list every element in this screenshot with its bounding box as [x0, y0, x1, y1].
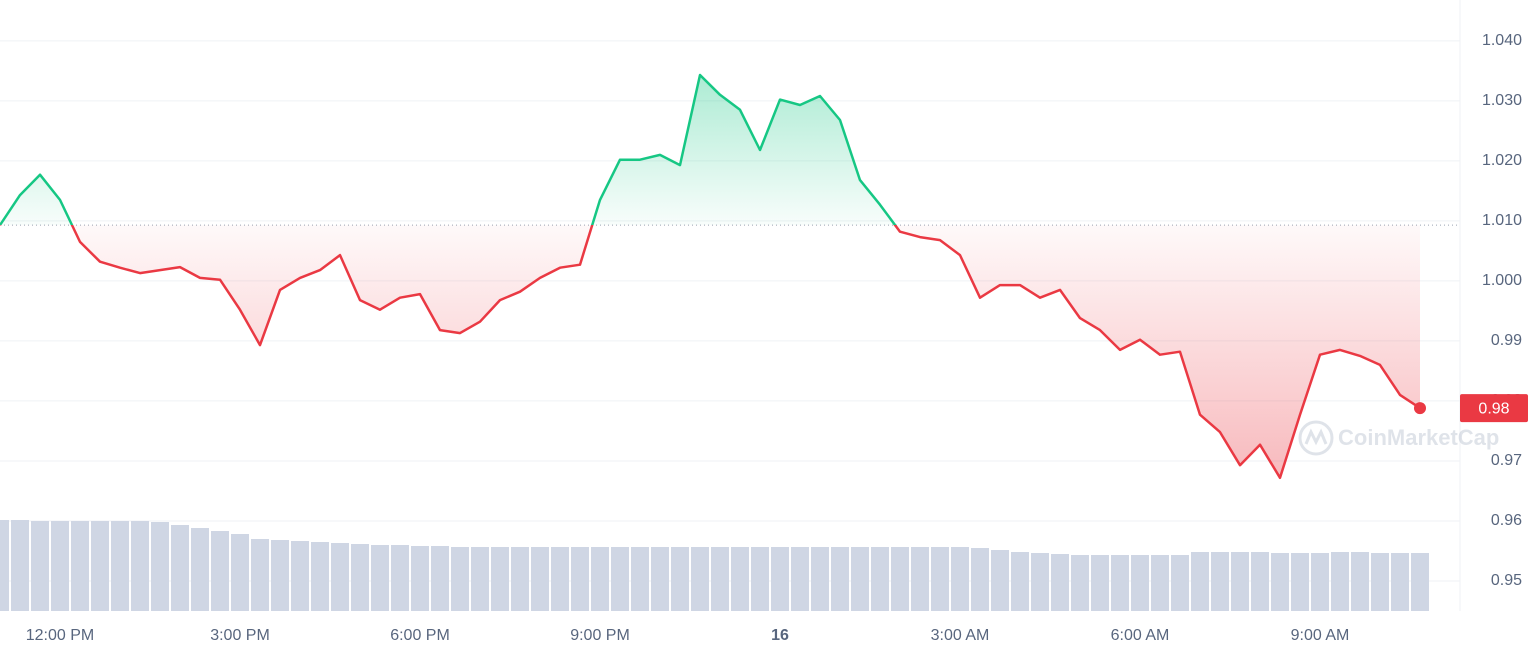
x-tick-label: 9:00 PM [570, 627, 630, 644]
volume-bar [511, 547, 529, 611]
watermark-logo-mark [1304, 428, 1328, 446]
last-price-tag [1460, 394, 1528, 423]
volume-bar [1331, 552, 1349, 611]
volume-bar [391, 545, 409, 611]
volume-bar [371, 545, 389, 611]
volume-bar [871, 547, 889, 611]
volume-bar [1111, 555, 1129, 611]
volume-bar [1171, 555, 1189, 611]
volume-bar [191, 528, 209, 611]
x-tick-label: 6:00 PM [390, 627, 450, 644]
volume-bar [471, 547, 489, 611]
volume-bar [1291, 553, 1309, 611]
volume-bar [251, 539, 269, 611]
y-tick-label: 0.96 [1491, 512, 1522, 529]
watermark: CoinMarketCap [1298, 420, 1499, 456]
volume-bar [171, 525, 189, 611]
volume-bar [0, 520, 9, 611]
volume-bar [971, 548, 989, 611]
x-tick-label: 9:00 AM [1291, 627, 1350, 644]
x-tick-label: 16 [771, 627, 789, 644]
volume-bar [731, 547, 749, 611]
volume-bar [31, 521, 49, 611]
y-tick-label: 1.040 [1482, 32, 1522, 49]
volume-bar [911, 547, 929, 611]
watermark-text: CoinMarketCap [1338, 425, 1499, 450]
volume-bar [271, 540, 289, 611]
volume-bar [591, 547, 609, 611]
volume-bar [651, 547, 669, 611]
volume-bar [891, 547, 909, 611]
volume-bar [551, 547, 569, 611]
volume-bar [791, 547, 809, 611]
y-tick-label: 0.97 [1491, 452, 1522, 469]
volume-bar [811, 547, 829, 611]
volume-bar [351, 544, 369, 611]
volume-bar [951, 547, 969, 611]
volume-bar [571, 547, 589, 611]
y-tick-label: 1.020 [1482, 152, 1522, 169]
volume-bar [751, 547, 769, 611]
volume-bar [291, 541, 309, 611]
volume-bar [91, 521, 109, 611]
price-line [0, 73, 1421, 480]
x-tick-label: 12:00 PM [26, 627, 94, 644]
volume-bar [1311, 553, 1329, 611]
volume-bar [851, 547, 869, 611]
y-tick-label: 1.030 [1482, 92, 1522, 109]
volume-bar [831, 547, 849, 611]
volume-bar [51, 521, 69, 611]
volume-bar [1351, 552, 1369, 611]
volume-bar [491, 547, 509, 611]
volume-bar [671, 547, 689, 611]
volume-bar [1071, 555, 1089, 611]
volume-bar [411, 546, 429, 611]
volume-bar [631, 547, 649, 611]
volume-bar [1211, 552, 1229, 611]
volume-bar [331, 543, 349, 611]
x-tick-label: 3:00 PM [210, 627, 270, 644]
volume-bar [111, 521, 129, 611]
y-tick-label: 1.010 [1482, 212, 1522, 229]
volume-bar [1191, 552, 1209, 611]
volume-bar [1411, 553, 1429, 611]
watermark-logo [1298, 420, 1334, 456]
volume-bar [1011, 552, 1029, 611]
volume-bar [531, 547, 549, 611]
volume-bar [131, 521, 149, 611]
last-point [1414, 402, 1426, 415]
volume-bar [711, 547, 729, 611]
volume-bar [991, 550, 1009, 611]
volume-bar [71, 521, 89, 611]
volume-bar [1151, 555, 1169, 611]
volume-bar [1371, 553, 1389, 611]
volume-bar [11, 520, 29, 611]
volume-bar [1231, 552, 1249, 611]
volume-bar [691, 547, 709, 611]
volume-bar [211, 531, 229, 611]
volume-bar [451, 547, 469, 611]
volume-bar [231, 534, 249, 611]
last-price-label: 0.98 [1478, 400, 1509, 417]
x-tick-label: 3:00 AM [931, 627, 990, 644]
y-tick-label: 1.000 [1482, 272, 1522, 289]
y-tick-label: 0.99 [1491, 332, 1522, 349]
volume-bar [1051, 554, 1069, 611]
volume-bar [1091, 555, 1109, 611]
x-tick-label: 6:00 AM [1111, 627, 1170, 644]
volume-bar [771, 547, 789, 611]
volume-bar [1271, 553, 1289, 611]
area-fill [0, 75, 1420, 478]
volume-bar [151, 522, 169, 611]
volume-bar [311, 542, 329, 611]
volume-bar [431, 546, 449, 611]
volume-bar [611, 547, 629, 611]
volume-bar [1031, 553, 1049, 611]
volume-bar [1391, 553, 1409, 611]
volume-bar [931, 547, 949, 611]
volume-bar [1251, 552, 1269, 611]
y-tick-label: 0.95 [1491, 572, 1522, 589]
volume-bar [1131, 555, 1149, 611]
